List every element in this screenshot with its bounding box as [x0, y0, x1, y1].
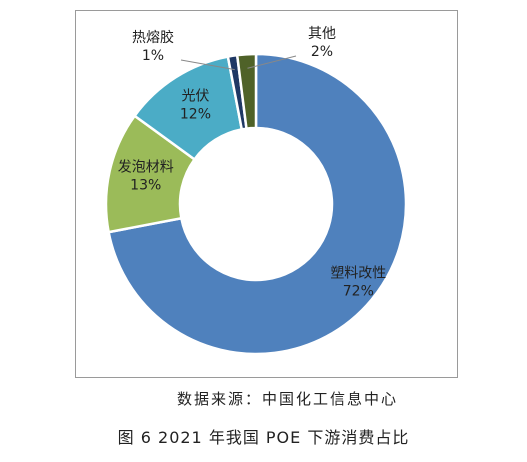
category-label-3: 光伏: [181, 89, 209, 105]
value-label-2: 13%: [130, 177, 161, 193]
slice-1: [107, 52, 408, 356]
value-label-3: 12%: [180, 107, 211, 123]
value-label-1: 72%: [343, 284, 374, 300]
leader-line-5: [247, 55, 297, 69]
leader-line-4: [180, 59, 235, 71]
category-label-5: 其他: [308, 26, 336, 42]
category-label-1: 塑料改性: [330, 266, 386, 282]
value-label-5: 2%: [311, 44, 333, 60]
figure-caption: 图 6 2021 年我国 POE 下游消费占比: [117, 428, 410, 447]
category-label-4: 热熔胶: [132, 29, 174, 46]
category-label-2: 发泡材料: [118, 159, 174, 175]
source-note: 数据来源：中国化工信息中心: [176, 390, 398, 408]
value-label-4: 1%: [142, 48, 164, 64]
slice-5: [235, 52, 258, 130]
